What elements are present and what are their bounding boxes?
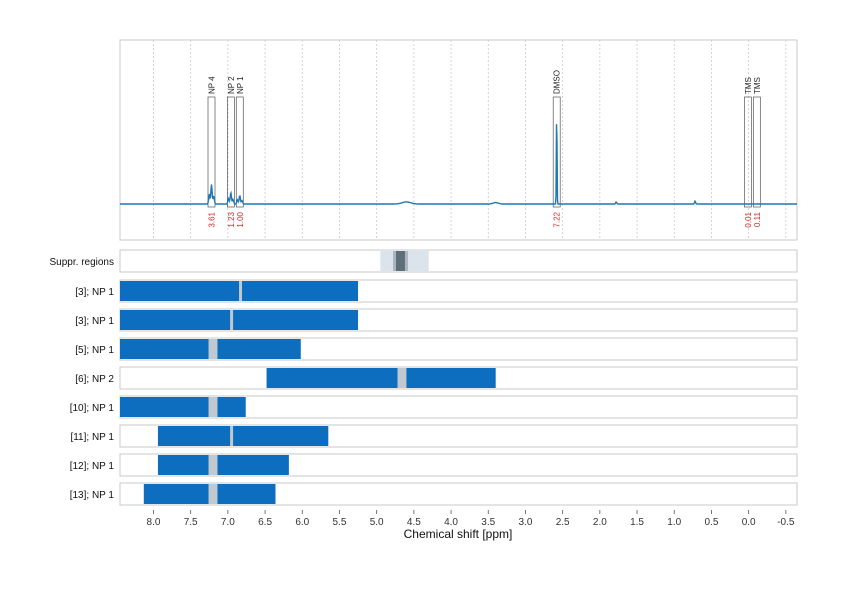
- region-gap: [239, 281, 243, 301]
- spectrum-line: [120, 124, 797, 205]
- peak-label: NP 1: [236, 76, 245, 94]
- x-tick-label: -0.5: [777, 517, 795, 528]
- row-label: [10]; NP 1: [70, 403, 115, 414]
- row-label: [12]; NP 1: [70, 461, 115, 472]
- x-tick-label: 1.5: [630, 517, 644, 528]
- x-tick-label: 7.0: [221, 517, 235, 528]
- integral-label: 1.00: [236, 211, 245, 227]
- peak-label-box: [226, 96, 235, 208]
- peak-label-box: [235, 96, 244, 208]
- x-tick-label: 0.5: [704, 517, 718, 528]
- row-label: [3]; NP 1: [75, 287, 114, 298]
- x-tick-label: 2.5: [556, 517, 570, 528]
- spectrum-panel-layer: NP 4 3.61 NP 2 1.23 NP 1 1.00 DMSO 7.22 TMS 0.01 T…: [119, 39, 798, 241]
- row-label: [11]; NP 1: [70, 432, 114, 443]
- region-gap: [230, 310, 234, 330]
- region-gap: [397, 368, 407, 388]
- x-tick-label: 6.0: [295, 517, 309, 528]
- region-gap: [208, 397, 218, 417]
- row-label: [5]; NP 1: [75, 345, 114, 356]
- region-row: [119, 482, 798, 506]
- row-label: [6]; NP 2: [75, 374, 114, 385]
- x-tick-label: 4.0: [444, 517, 458, 528]
- region-gap: [230, 426, 234, 446]
- suppressed-regions-row: [119, 249, 798, 273]
- x-tick-label: 5.5: [333, 517, 347, 528]
- x-tick-label: 8.0: [147, 517, 161, 528]
- region-bar: [120, 281, 359, 301]
- region-gap: [208, 339, 218, 359]
- x-tick-label: 5.0: [370, 517, 384, 528]
- x-tick-label: 1.0: [667, 517, 681, 528]
- integral-label: 0.01: [744, 211, 753, 227]
- regions-layer: Suppr. regions [3]; NP 1 [3]; NP 1 [5]; NP …: [50, 249, 798, 506]
- row-label: [3]; NP 1: [75, 316, 114, 327]
- integral-label: 1.23: [227, 211, 236, 227]
- x-axis: 8.0 7.5 7.0 6.5 6.0 5.5 5.0 4.5 4.0 3.5 3.0 2.5 2.0 1…: [147, 510, 795, 528]
- peak-label: NP 4: [208, 76, 217, 94]
- region-bar: [120, 397, 246, 417]
- suppressed-region-core: [396, 251, 405, 271]
- region-bar: [157, 426, 329, 446]
- region-bar: [266, 368, 496, 388]
- region-bar: [157, 455, 289, 475]
- region-gap: [208, 484, 218, 504]
- region-gap: [208, 455, 218, 475]
- x-tick-label: 0.0: [742, 517, 756, 528]
- x-tick-label: 7.5: [184, 517, 198, 528]
- x-tick-label: 6.5: [258, 517, 272, 528]
- x-axis-label: Chemical shift [ppm]: [404, 527, 513, 541]
- row-label: Suppr. regions: [50, 257, 115, 268]
- region-row: [119, 453, 798, 477]
- x-tick-label: 4.5: [407, 517, 421, 528]
- row-label: [13]; NP 1: [70, 490, 115, 501]
- region-bar: [120, 310, 359, 330]
- peak-label: DMSO: [553, 70, 562, 94]
- peak-label: TMS: [744, 77, 753, 94]
- spectrum-panel: [119, 39, 798, 241]
- peak-label: TMS: [753, 77, 762, 94]
- peak-label-box: [744, 96, 752, 208]
- x-tick-label: 3.0: [519, 517, 533, 528]
- integral-label: 0.11: [753, 211, 762, 227]
- peak-label: NP 2: [227, 76, 236, 94]
- integral-label: 3.61: [208, 211, 217, 227]
- peak-label-box: [552, 96, 561, 208]
- integral-label: 7.22: [553, 211, 562, 227]
- peak-label-box: [752, 96, 761, 208]
- x-tick-label: 3.5: [481, 517, 495, 528]
- x-tick-label: 2.0: [593, 517, 607, 528]
- peak-label-box: [207, 96, 216, 208]
